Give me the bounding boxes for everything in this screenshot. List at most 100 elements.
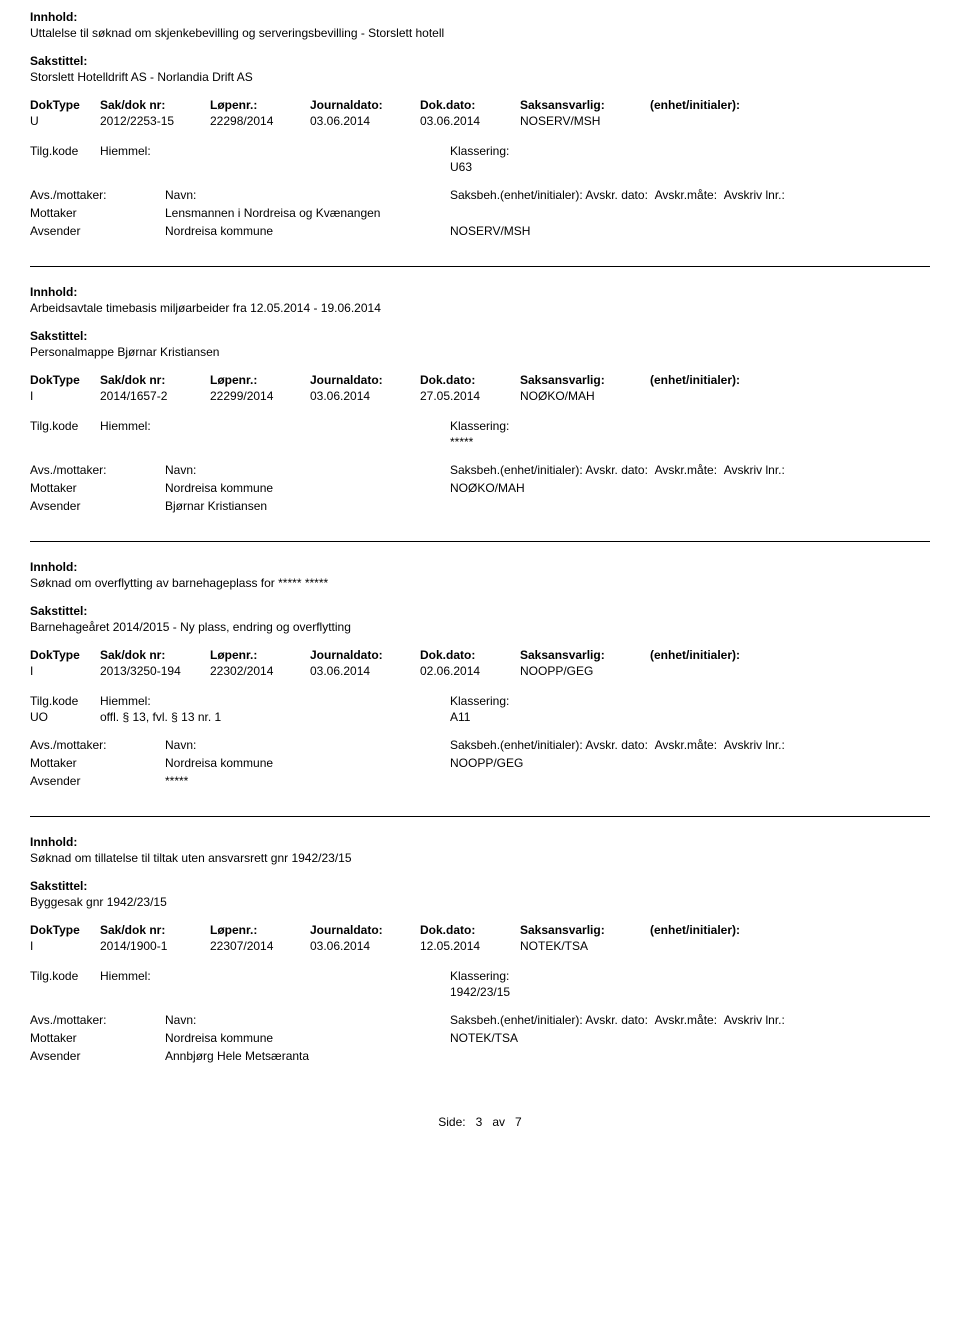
enhet-value	[650, 939, 800, 953]
enhet-value	[650, 389, 800, 403]
tilgkode-value	[30, 985, 100, 999]
journaldato-header: Journaldato:	[310, 923, 420, 937]
recipient-navn: *****	[165, 774, 450, 788]
avs-header: Avs./mottaker:	[30, 188, 165, 202]
doktype-value: I	[30, 389, 100, 403]
columns-value-row: U2012/2253-1522298/201403.06.201403.06.2…	[30, 114, 930, 128]
recipient-navn: Lensmannen i Nordreisa og Kvænangen	[165, 206, 450, 220]
recipient-row: AvsenderAnnbjørg Hele Metsæranta	[30, 1049, 930, 1063]
tilgkode-value: UO	[30, 710, 100, 724]
enhet-value	[650, 664, 800, 678]
saksansvarlig-value: NOOPP/GEG	[520, 664, 650, 678]
doktype-header: DokType	[30, 923, 100, 937]
footer-page: 3	[476, 1115, 483, 1129]
tilg-value-row: 1942/23/15	[30, 985, 930, 999]
page-footer: Side: 3 av 7	[30, 1115, 930, 1129]
doktype-header: DokType	[30, 648, 100, 662]
enhet-header: (enhet/initialer):	[650, 373, 800, 387]
lopenr-header: Løpenr.:	[210, 98, 310, 112]
lopenr-header: Løpenr.:	[210, 648, 310, 662]
journaldato-value: 03.06.2014	[310, 939, 420, 953]
recipient-role: Mottaker	[30, 1031, 165, 1045]
navn-header: Navn:	[165, 188, 450, 202]
columns-value-row: I2014/1900-122307/201403.06.201412.05.20…	[30, 939, 930, 953]
avs-header: Avs./mottaker:	[30, 1013, 165, 1027]
recipient-saksbeh: NOØKO/MAH	[450, 481, 930, 495]
doktype-header: DokType	[30, 373, 100, 387]
hjemmel-header: Hiemmel:	[100, 969, 450, 983]
tilgkode-header: Tilg.kode	[30, 419, 100, 433]
tilg-header-row: Tilg.kodeHiemmel:Klassering:	[30, 419, 930, 433]
saksbeh-label: Saksbeh.(enhet/initialer):	[450, 188, 583, 202]
doktype-value: I	[30, 939, 100, 953]
saksbeh-label: Saksbeh.(enhet/initialer):	[450, 738, 583, 752]
recipient-saksbeh: NOSERV/MSH	[450, 224, 930, 238]
dokdato-value: 12.05.2014	[420, 939, 520, 953]
innhold-label: Innhold:	[30, 560, 930, 574]
dokdato-header: Dok.dato:	[420, 98, 520, 112]
avskrmate-label: Avskr.måte:	[655, 463, 717, 477]
footer-total: 7	[515, 1115, 522, 1129]
sakdok-header: Sak/dok nr:	[100, 98, 210, 112]
hjemmel-value	[100, 435, 450, 449]
saksbeh-header: Saksbeh.(enhet/initialer): Avskr. dato: …	[450, 738, 930, 752]
recipient-role: Avsender	[30, 1049, 165, 1063]
tilg-value-row: *****	[30, 435, 930, 449]
klassering-header: Klassering:	[450, 419, 600, 433]
recipient-section: MottakerNordreisa kommuneNOOPP/GEG Avsend…	[30, 756, 930, 788]
recipient-row: AvsenderNordreisa kommuneNOSERV/MSH	[30, 224, 930, 238]
dokdato-value: 02.06.2014	[420, 664, 520, 678]
recipient-section: MottakerNordreisa kommuneNOØKO/MAHAvsend…	[30, 481, 930, 513]
journal-entry: Innhold:Arbeidsavtale timebasis miljøarb…	[30, 285, 930, 542]
lopenr-header: Løpenr.:	[210, 923, 310, 937]
sakstittel-label: Sakstittel:	[30, 879, 930, 893]
columns-header-row: DokTypeSak/dok nr:Løpenr.:Journaldato:Do…	[30, 648, 930, 662]
sakdok-header: Sak/dok nr:	[100, 373, 210, 387]
recipient-role: Mottaker	[30, 481, 165, 495]
recipient-navn: Nordreisa kommune	[165, 756, 450, 770]
doktype-value: I	[30, 664, 100, 678]
sakdok-header: Sak/dok nr:	[100, 648, 210, 662]
recipient-row: MottakerNordreisa kommuneNOTEK/TSA	[30, 1031, 930, 1045]
tilg-header-row: Tilg.kodeHiemmel:Klassering:	[30, 969, 930, 983]
dokdato-header: Dok.dato:	[420, 648, 520, 662]
navn-header: Navn:	[165, 1013, 450, 1027]
avs-header: Avs./mottaker:	[30, 463, 165, 477]
recipient-header-row: Avs./mottaker:Navn:Saksbeh.(enhet/initia…	[30, 463, 930, 477]
enhet-header: (enhet/initialer):	[650, 923, 800, 937]
journal-entry: Innhold:Søknad om overflytting av barneh…	[30, 560, 930, 817]
dokdato-header: Dok.dato:	[420, 923, 520, 937]
columns-header-row: DokTypeSak/dok nr:Løpenr.:Journaldato:Do…	[30, 98, 930, 112]
recipient-row: Avsender*****	[30, 774, 930, 788]
avskrmate-label: Avskr.måte:	[655, 188, 717, 202]
klassering-value: 1942/23/15	[450, 985, 600, 999]
recipient-navn: Nordreisa kommune	[165, 481, 450, 495]
saksansvarlig-value: NOTEK/TSA	[520, 939, 650, 953]
saksansvarlig-header: Saksansvarlig:	[520, 373, 650, 387]
innhold-label: Innhold:	[30, 10, 930, 24]
journaldato-header: Journaldato:	[310, 648, 420, 662]
recipient-header-row: Avs./mottaker:Navn:Saksbeh.(enhet/initia…	[30, 738, 930, 752]
sakstittel-text: Storslett Hotelldrift AS - Norlandia Dri…	[30, 70, 930, 84]
saksansvarlig-value: NOØKO/MAH	[520, 389, 650, 403]
journal-entry: Innhold:Uttalelse til søknad om skjenkeb…	[30, 10, 930, 267]
recipient-row: MottakerLensmannen i Nordreisa og Kvænan…	[30, 206, 930, 220]
innhold-text: Arbeidsavtale timebasis miljøarbeider fr…	[30, 301, 930, 315]
saksansvarlig-header: Saksansvarlig:	[520, 923, 650, 937]
tilgkode-header: Tilg.kode	[30, 969, 100, 983]
sakstittel-label: Sakstittel:	[30, 604, 930, 618]
sakdok-value: 2012/2253-15	[100, 114, 210, 128]
sakdok-header: Sak/dok nr:	[100, 923, 210, 937]
enhet-header: (enhet/initialer):	[650, 98, 800, 112]
recipient-saksbeh: NOOPP/GEG	[450, 756, 930, 770]
dokdato-value: 03.06.2014	[420, 114, 520, 128]
tilgkode-value	[30, 160, 100, 174]
navn-header: Navn:	[165, 463, 450, 477]
lopenr-value: 22307/2014	[210, 939, 310, 953]
dokdato-value: 27.05.2014	[420, 389, 520, 403]
enhet-value	[650, 114, 800, 128]
tilgkode-header: Tilg.kode	[30, 144, 100, 158]
saksbeh-header: Saksbeh.(enhet/initialer): Avskr. dato: …	[450, 188, 930, 202]
sakstittel-text: Barnehageåret 2014/2015 - Ny plass, endr…	[30, 620, 930, 634]
recipient-role: Mottaker	[30, 756, 165, 770]
